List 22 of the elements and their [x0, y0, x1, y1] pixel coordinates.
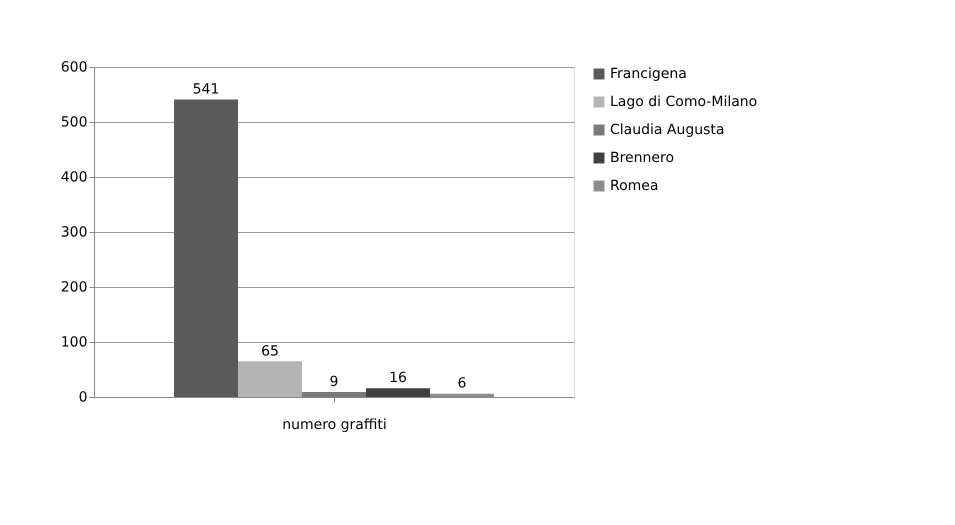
- bar: [174, 99, 238, 397]
- x-axis-title: numero graffiti: [282, 417, 387, 433]
- y-tick-label: 400: [60, 170, 88, 186]
- legend-label: Lago di Como-Milano: [610, 94, 758, 110]
- y-tick-label: 600: [60, 60, 88, 76]
- bar: [366, 388, 430, 397]
- y-tick-label: 0: [78, 390, 88, 406]
- data-label: 65: [261, 343, 279, 360]
- bar: [238, 361, 302, 397]
- data-label: 6: [458, 376, 467, 392]
- y-tick-label: 300: [60, 224, 88, 240]
- legend-label: Claudia Augusta: [610, 122, 724, 138]
- y-tick-label: 200: [60, 280, 88, 296]
- data-label: 9: [330, 374, 338, 390]
- legend-label: Brennero: [610, 150, 674, 166]
- y-tick-label: 100: [60, 334, 88, 350]
- legend-label: Francigena: [610, 66, 687, 82]
- legend-label: Romea: [610, 178, 658, 194]
- y-tick-label: 500: [60, 114, 88, 130]
- bar: [302, 392, 366, 397]
- data-label: 16: [389, 370, 407, 386]
- data-label: 541: [192, 81, 220, 98]
